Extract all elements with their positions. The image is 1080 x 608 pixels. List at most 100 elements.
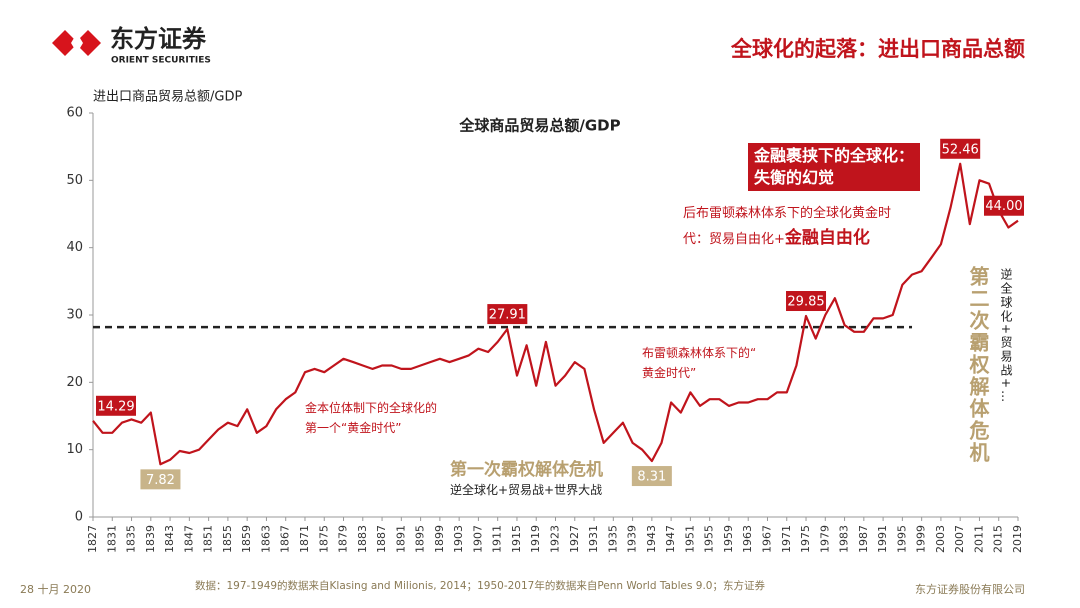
x-tick-label: 1931 — [587, 525, 600, 553]
x-tick-label: 1879 — [337, 525, 350, 553]
x-tick-label: 1867 — [279, 525, 292, 553]
x-tick-label: 1903 — [452, 525, 465, 553]
x-tick-label: 1895 — [414, 525, 427, 553]
x-tick-label: 1859 — [240, 525, 253, 553]
x-tick-label: 1827 — [86, 525, 99, 553]
x-tick-label: 1991 — [876, 525, 889, 553]
annotation-line: 后布雷顿森林体系下的全球化黄金时 — [683, 206, 892, 221]
x-tick-label: 1999 — [915, 525, 928, 553]
x-tick-label: 1839 — [144, 525, 157, 553]
x-tick-label: 1891 — [394, 525, 407, 553]
y-tick-label: 50 — [66, 173, 83, 188]
value-label-box — [940, 138, 981, 159]
x-tick-label: 1963 — [741, 525, 754, 553]
x-tick-label: 1995 — [895, 525, 908, 553]
x-tick-label: 1943 — [645, 525, 658, 553]
footer-company: 东方证券股份有限公司 — [915, 582, 1025, 596]
annotation: 金本位体制下的全球化的 第一个“黄金时代” — [305, 398, 437, 438]
value-label: 14.29 — [97, 399, 134, 414]
x-tick-label: 1871 — [298, 525, 311, 553]
value-label-box — [631, 466, 672, 487]
slide-title: 全球化的起落：进出口商品总额 — [730, 37, 1025, 61]
value-label: 27.91 — [489, 308, 526, 323]
x-tick-label: 1915 — [510, 525, 523, 553]
x-tick-label: 1971 — [780, 525, 793, 553]
x-tick-label: 2015 — [992, 525, 1005, 553]
value-label: 8.31 — [637, 470, 666, 485]
x-tick-label: 1939 — [626, 525, 639, 553]
x-tick-label: 1875 — [317, 525, 330, 553]
y-tick-label: 30 — [66, 308, 83, 323]
annotation-line: 失衡的幻觉 — [754, 168, 835, 187]
value-label: 52.46 — [942, 142, 979, 157]
annotation: 后布雷顿森林体系下的全球化黄金时 代：贸易自由化+金融自由化 — [683, 202, 891, 252]
x-tick-label: 1887 — [375, 525, 388, 553]
value-label: 29.85 — [787, 295, 824, 310]
y-tick-label: 60 — [66, 106, 83, 121]
chart-title: 全球商品贸易总额/GDP — [458, 117, 620, 135]
annotation-part: 代：贸易自由化+ — [683, 232, 785, 247]
annotation-line: 代：贸易自由化+金融自由化 — [683, 226, 891, 252]
brand-en: ORIENT SECURITIES — [111, 56, 211, 66]
value-label-box — [96, 395, 136, 416]
annotation: 布雷顿森林体系下的“ 黄金时代” — [642, 343, 756, 383]
y-tick-label: 0 — [75, 510, 83, 525]
x-tick-label: 1951 — [683, 525, 696, 553]
x-tick-label: 1911 — [491, 525, 504, 553]
y-tick-label: 20 — [66, 375, 83, 390]
x-tick-label: 1955 — [703, 525, 716, 553]
y-tick-label: 10 — [66, 442, 83, 457]
x-tick-label: 1923 — [549, 525, 562, 553]
line — [92, 162, 1019, 466]
annotation-box: 金融裹挟下的全球化： 失衡的幻觉 — [748, 143, 921, 191]
value-label-box — [487, 304, 528, 325]
x-tick-label: 1947 — [664, 525, 677, 553]
value-label-box — [140, 469, 181, 490]
annotation-part: 金融自由化 — [784, 228, 870, 248]
x-tick-label: 2011 — [972, 525, 985, 553]
x-tick-label: 1835 — [125, 525, 138, 553]
value-label-box — [984, 195, 1024, 216]
x-tick-label: 1847 — [182, 525, 195, 553]
x-tick-label: 1851 — [202, 525, 215, 553]
x-tick-label: 2003 — [934, 525, 947, 553]
y-tick-label: 40 — [66, 240, 83, 255]
x-tick-label: 1927 — [568, 525, 581, 553]
y-axis-label: 进出口商品贸易总额/GDP — [93, 90, 242, 105]
footer-source: 数据：197-1949的数据来自Klasing and Milionis, 20… — [195, 579, 765, 592]
x-tick-label: 1899 — [433, 525, 446, 553]
annotation-line: 金本位体制下的全球化的 — [305, 401, 438, 415]
value-label: 7.82 — [146, 473, 175, 488]
x-tick-label: 1975 — [799, 525, 812, 553]
x-tick-label: 1983 — [838, 525, 851, 553]
footer-date: 28 十月 2020 — [20, 582, 91, 596]
x-tick-label: 1863 — [259, 525, 272, 553]
annotation-line: 黄金时代” — [642, 366, 697, 380]
x-tick-label: 2007 — [953, 525, 966, 553]
annotation-line: 第一个“黄金时代” — [305, 421, 402, 435]
x-tick-label: 1959 — [722, 525, 735, 553]
x-tick-label: 1843 — [163, 525, 176, 553]
x-tick-label: 1907 — [471, 525, 484, 553]
annotation: 逆全球化+贸易战+世界大战 — [450, 483, 603, 497]
x-tick-label: 2019 — [1011, 525, 1024, 553]
annotation-line: 布雷顿森林体系下的“ — [642, 346, 757, 360]
annotation: 第一次霸权解体危机 — [450, 460, 603, 480]
x-tick-label: 1935 — [606, 525, 619, 553]
value-label-box — [786, 291, 827, 312]
annotation-line: 金融裹挟下的全球化： — [754, 146, 915, 165]
x-tick-label: 1883 — [356, 525, 369, 553]
brand: 东方证券 — [110, 25, 207, 53]
x-tick-label: 1831 — [105, 525, 118, 553]
x-tick-label: 1967 — [760, 525, 773, 553]
x-tick-label: 1855 — [221, 525, 234, 553]
x-tick-label: 1919 — [529, 525, 542, 553]
value-label: 44.00 — [985, 199, 1022, 214]
x-tick-label: 1979 — [818, 525, 831, 553]
annotation: 逆全球化+贸易战+… — [999, 268, 1013, 405]
x-tick-label: 1987 — [857, 525, 870, 553]
annotation: 第二次霸权解体危机 — [966, 266, 990, 464]
logo — [52, 30, 101, 56]
